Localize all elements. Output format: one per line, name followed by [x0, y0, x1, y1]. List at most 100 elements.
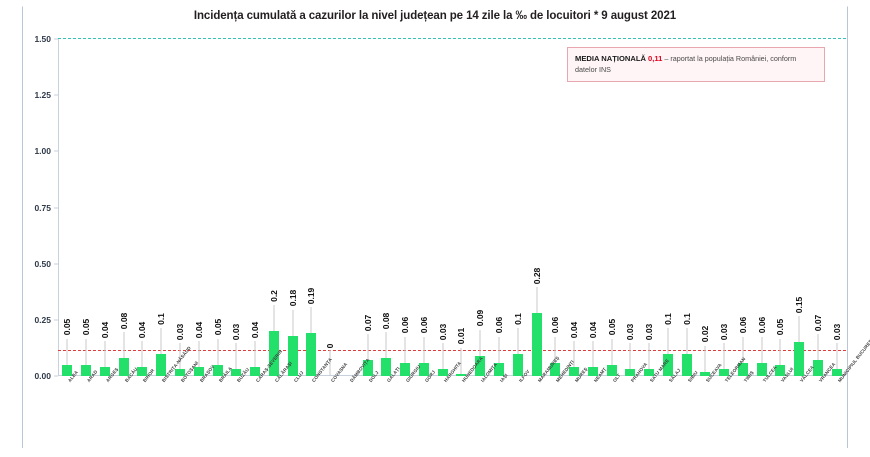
bar[interactable]	[587, 341, 598, 376]
bar[interactable]	[625, 343, 636, 376]
bar-slot[interactable]: 0.04	[565, 39, 584, 376]
chart-axes: 0.00 0.25 0.50 0.75 1.00 1.25 1.50 0.05 0.05 0.0…	[34, 34, 846, 381]
bar-slot[interactable]: 0.06	[490, 39, 509, 376]
bar-slot[interactable]: 0.1	[677, 39, 696, 376]
bar[interactable]	[118, 332, 129, 376]
x-label-slot: CĂLĂRAȘI	[264, 361, 293, 456]
bar-slot[interactable]: 0.05	[58, 39, 77, 376]
bar-slot[interactable]: 0.05	[208, 39, 227, 376]
bar[interactable]	[362, 334, 373, 376]
bar[interactable]	[681, 327, 692, 376]
x-label-slot: COVASNA	[321, 362, 348, 456]
bar-slot[interactable]: 0.02	[696, 39, 715, 376]
bar-value-label: 0.05	[62, 319, 73, 336]
bar[interactable]	[813, 334, 823, 376]
bar-slot[interactable]: 0.01	[452, 39, 471, 376]
bar[interactable]	[737, 336, 748, 376]
bar-slot[interactable]: 0.03	[227, 39, 246, 376]
bar[interactable]	[456, 347, 467, 376]
bar-leader-line	[573, 341, 575, 368]
bar[interactable]	[250, 341, 261, 376]
x-label-slot: SIBIU	[677, 370, 699, 456]
bar-slot[interactable]: 0.05	[602, 39, 621, 376]
bar[interactable]	[212, 338, 223, 376]
bar-slot[interactable]: 0.04	[96, 39, 115, 376]
bar-slot[interactable]: 0.2	[264, 39, 283, 376]
bar[interactable]	[81, 338, 92, 376]
bar-leader-line	[536, 287, 538, 314]
bar-slot[interactable]: 0.09	[471, 39, 490, 376]
bar-slot[interactable]: 0.05	[77, 39, 96, 376]
bar[interactable]	[381, 332, 392, 376]
bar[interactable]	[62, 338, 73, 376]
bar-slot[interactable]: 0.04	[133, 39, 152, 376]
bar-slot[interactable]: 0.03	[640, 39, 659, 376]
bar[interactable]	[831, 343, 842, 376]
bar-value-label: 0.03	[625, 323, 636, 341]
bar[interactable]	[268, 305, 279, 376]
bar-slot[interactable]: 0.03	[621, 39, 640, 376]
bar[interactable]	[193, 341, 204, 376]
bar-slot[interactable]: 0.06	[752, 39, 771, 376]
bar[interactable]	[156, 327, 167, 376]
bar[interactable]	[137, 341, 148, 376]
bar-slot[interactable]: 0.03	[827, 39, 846, 376]
bar-slot[interactable]: 0.19	[302, 39, 321, 376]
bar-leader-line	[686, 327, 688, 354]
bar[interactable]	[794, 316, 805, 376]
bar-slot[interactable]: 0.06	[396, 39, 415, 376]
bar[interactable]	[475, 329, 486, 376]
bar-slot[interactable]: 0.06	[415, 39, 434, 376]
bar-slot[interactable]	[339, 39, 358, 376]
bar[interactable]	[418, 336, 429, 376]
bar[interactable]	[719, 343, 730, 376]
bar[interactable]	[531, 287, 542, 376]
x-label-slot: VRANCEA	[809, 362, 836, 456]
bar-slot[interactable]: 0.15	[790, 39, 809, 376]
bar[interactable]	[644, 343, 655, 376]
bar-slot[interactable]: 0.04	[246, 39, 265, 376]
bar-slot[interactable]: 0.03	[715, 39, 734, 376]
bar[interactable]	[99, 341, 110, 376]
bar-slot[interactable]: 0.07	[809, 39, 828, 376]
y-axis-line	[58, 39, 59, 376]
bar-slot[interactable]: 0.06	[546, 39, 565, 376]
bar[interactable]	[700, 345, 711, 376]
x-label-slot: ILFOV	[508, 369, 531, 456]
x-label-slot: BRĂILA	[208, 366, 233, 456]
bar-slot[interactable]: 0.05	[771, 39, 790, 376]
bar[interactable]	[775, 338, 786, 376]
bar-slot[interactable]: 0.07	[358, 39, 377, 376]
bar[interactable]	[400, 336, 411, 376]
bar[interactable]	[756, 336, 767, 376]
plot-frame	[22, 6, 848, 448]
bar[interactable]	[493, 336, 504, 376]
bar[interactable]	[287, 309, 298, 376]
bar[interactable]	[662, 327, 673, 376]
bar[interactable]	[306, 307, 317, 376]
bar-value-label: 0.2	[268, 290, 279, 303]
bar-slot[interactable]: 0.08	[377, 39, 396, 376]
bar-slot[interactable]: 0.04	[583, 39, 602, 376]
bar[interactable]	[437, 343, 448, 376]
bar[interactable]	[512, 327, 523, 376]
bar-slot[interactable]: 0.06	[734, 39, 753, 376]
bar-slot[interactable]: 0.03	[433, 39, 452, 376]
bar-slot[interactable]: 0.1	[508, 39, 527, 376]
bar-slot[interactable]: 0.1	[152, 39, 171, 376]
bar-leader-line	[498, 336, 500, 363]
bar[interactable]	[231, 343, 242, 376]
bar-slot[interactable]: 0.1	[659, 39, 678, 376]
bar[interactable]	[569, 341, 580, 376]
bar[interactable]	[174, 343, 185, 376]
bar-slot[interactable]: 0.04	[189, 39, 208, 376]
x-label-slot: HARGHITA	[433, 361, 462, 456]
bar-slot[interactable]: 0.18	[283, 39, 302, 376]
bar-value-label: 0.18	[287, 289, 298, 307]
bar-slot[interactable]: 0	[321, 39, 340, 376]
bar[interactable]	[550, 336, 561, 376]
bar-slot[interactable]: 0.28	[527, 39, 546, 376]
bar-slot[interactable]: 0.08	[114, 39, 133, 376]
bar[interactable]	[606, 338, 617, 376]
bar-slot[interactable]: 0.03	[171, 39, 190, 376]
